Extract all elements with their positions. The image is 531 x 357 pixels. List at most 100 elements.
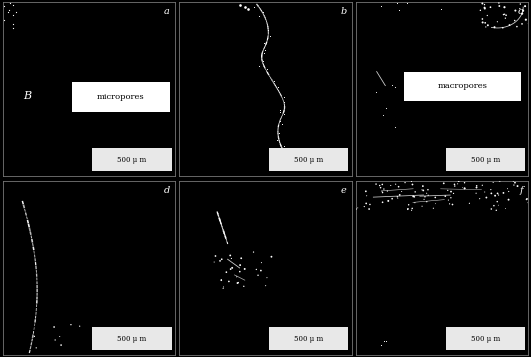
Point	[260, 50, 268, 56]
Point	[256, 268, 265, 273]
Point	[382, 105, 390, 111]
Point	[511, 180, 519, 186]
Point	[440, 181, 448, 186]
Point	[267, 254, 276, 260]
Point	[429, 205, 438, 211]
Point	[460, 185, 469, 191]
Point	[472, 185, 481, 190]
Point	[524, 200, 531, 206]
Point	[450, 183, 459, 189]
Point	[376, 185, 385, 191]
Point	[431, 201, 440, 207]
Point	[523, 196, 531, 202]
Point	[381, 338, 390, 343]
Point	[277, 121, 286, 127]
Point	[388, 196, 396, 202]
Text: c: c	[518, 7, 523, 16]
Point	[234, 280, 243, 286]
Point	[264, 27, 272, 33]
Point	[226, 266, 235, 272]
Point	[378, 188, 386, 194]
Point	[249, 249, 258, 255]
Point	[424, 192, 432, 198]
Point	[519, 8, 527, 14]
Point	[395, 7, 404, 13]
Text: 500 μ m: 500 μ m	[294, 335, 323, 343]
Point	[501, 15, 510, 21]
Point	[259, 41, 268, 46]
Point	[387, 183, 395, 188]
Point	[233, 274, 241, 280]
Point	[491, 193, 499, 198]
Point	[8, 12, 17, 18]
Point	[449, 191, 458, 196]
Point	[276, 107, 284, 112]
Bar	[269, 327, 348, 350]
Point	[418, 183, 427, 189]
Point	[270, 78, 278, 84]
Point	[32, 345, 40, 351]
Point	[521, 17, 530, 22]
Point	[276, 109, 285, 115]
Text: 500 μ m: 500 μ m	[470, 156, 500, 164]
Point	[264, 27, 272, 33]
Point	[387, 82, 396, 87]
Point	[478, 1, 486, 6]
Point	[481, 5, 489, 10]
Point	[75, 323, 84, 329]
Point	[472, 190, 481, 196]
Point	[263, 275, 271, 281]
Point	[490, 203, 498, 208]
Point	[380, 338, 389, 344]
Point	[408, 182, 417, 187]
Point	[510, 182, 518, 188]
Point	[67, 322, 75, 327]
Point	[487, 206, 495, 212]
Point	[252, 267, 261, 272]
Point	[489, 180, 498, 185]
Point	[405, 202, 413, 208]
Point	[447, 189, 455, 195]
Point	[490, 24, 499, 30]
Point	[483, 12, 492, 18]
Point	[396, 192, 404, 198]
Point	[448, 202, 457, 207]
Point	[210, 259, 218, 265]
Point	[362, 188, 370, 194]
Point	[257, 260, 266, 266]
Text: f: f	[519, 186, 523, 195]
Bar	[446, 149, 525, 171]
Text: B: B	[23, 91, 31, 101]
Text: 500 μ m: 500 μ m	[294, 156, 323, 164]
Point	[481, 20, 490, 26]
Point	[261, 283, 270, 288]
Point	[262, 66, 271, 72]
Point	[453, 181, 462, 187]
Point	[236, 262, 244, 268]
Point	[12, 9, 20, 15]
Point	[216, 258, 224, 264]
Point	[57, 342, 65, 348]
Point	[484, 22, 492, 28]
Point	[460, 186, 469, 191]
Point	[280, 143, 288, 149]
Point	[365, 206, 373, 212]
Point	[510, 18, 519, 24]
Point	[363, 193, 371, 198]
Point	[476, 7, 485, 13]
Point	[473, 183, 481, 189]
Point	[478, 16, 486, 22]
Point	[494, 202, 502, 208]
Bar	[72, 82, 170, 112]
Point	[411, 189, 419, 195]
Point	[360, 204, 369, 210]
Point	[233, 280, 242, 286]
Point	[500, 11, 509, 17]
Point	[218, 256, 226, 262]
Point	[441, 193, 450, 199]
Point	[211, 253, 220, 259]
Point	[423, 199, 431, 205]
Point	[499, 190, 508, 196]
Bar	[446, 327, 525, 350]
Point	[404, 207, 412, 212]
